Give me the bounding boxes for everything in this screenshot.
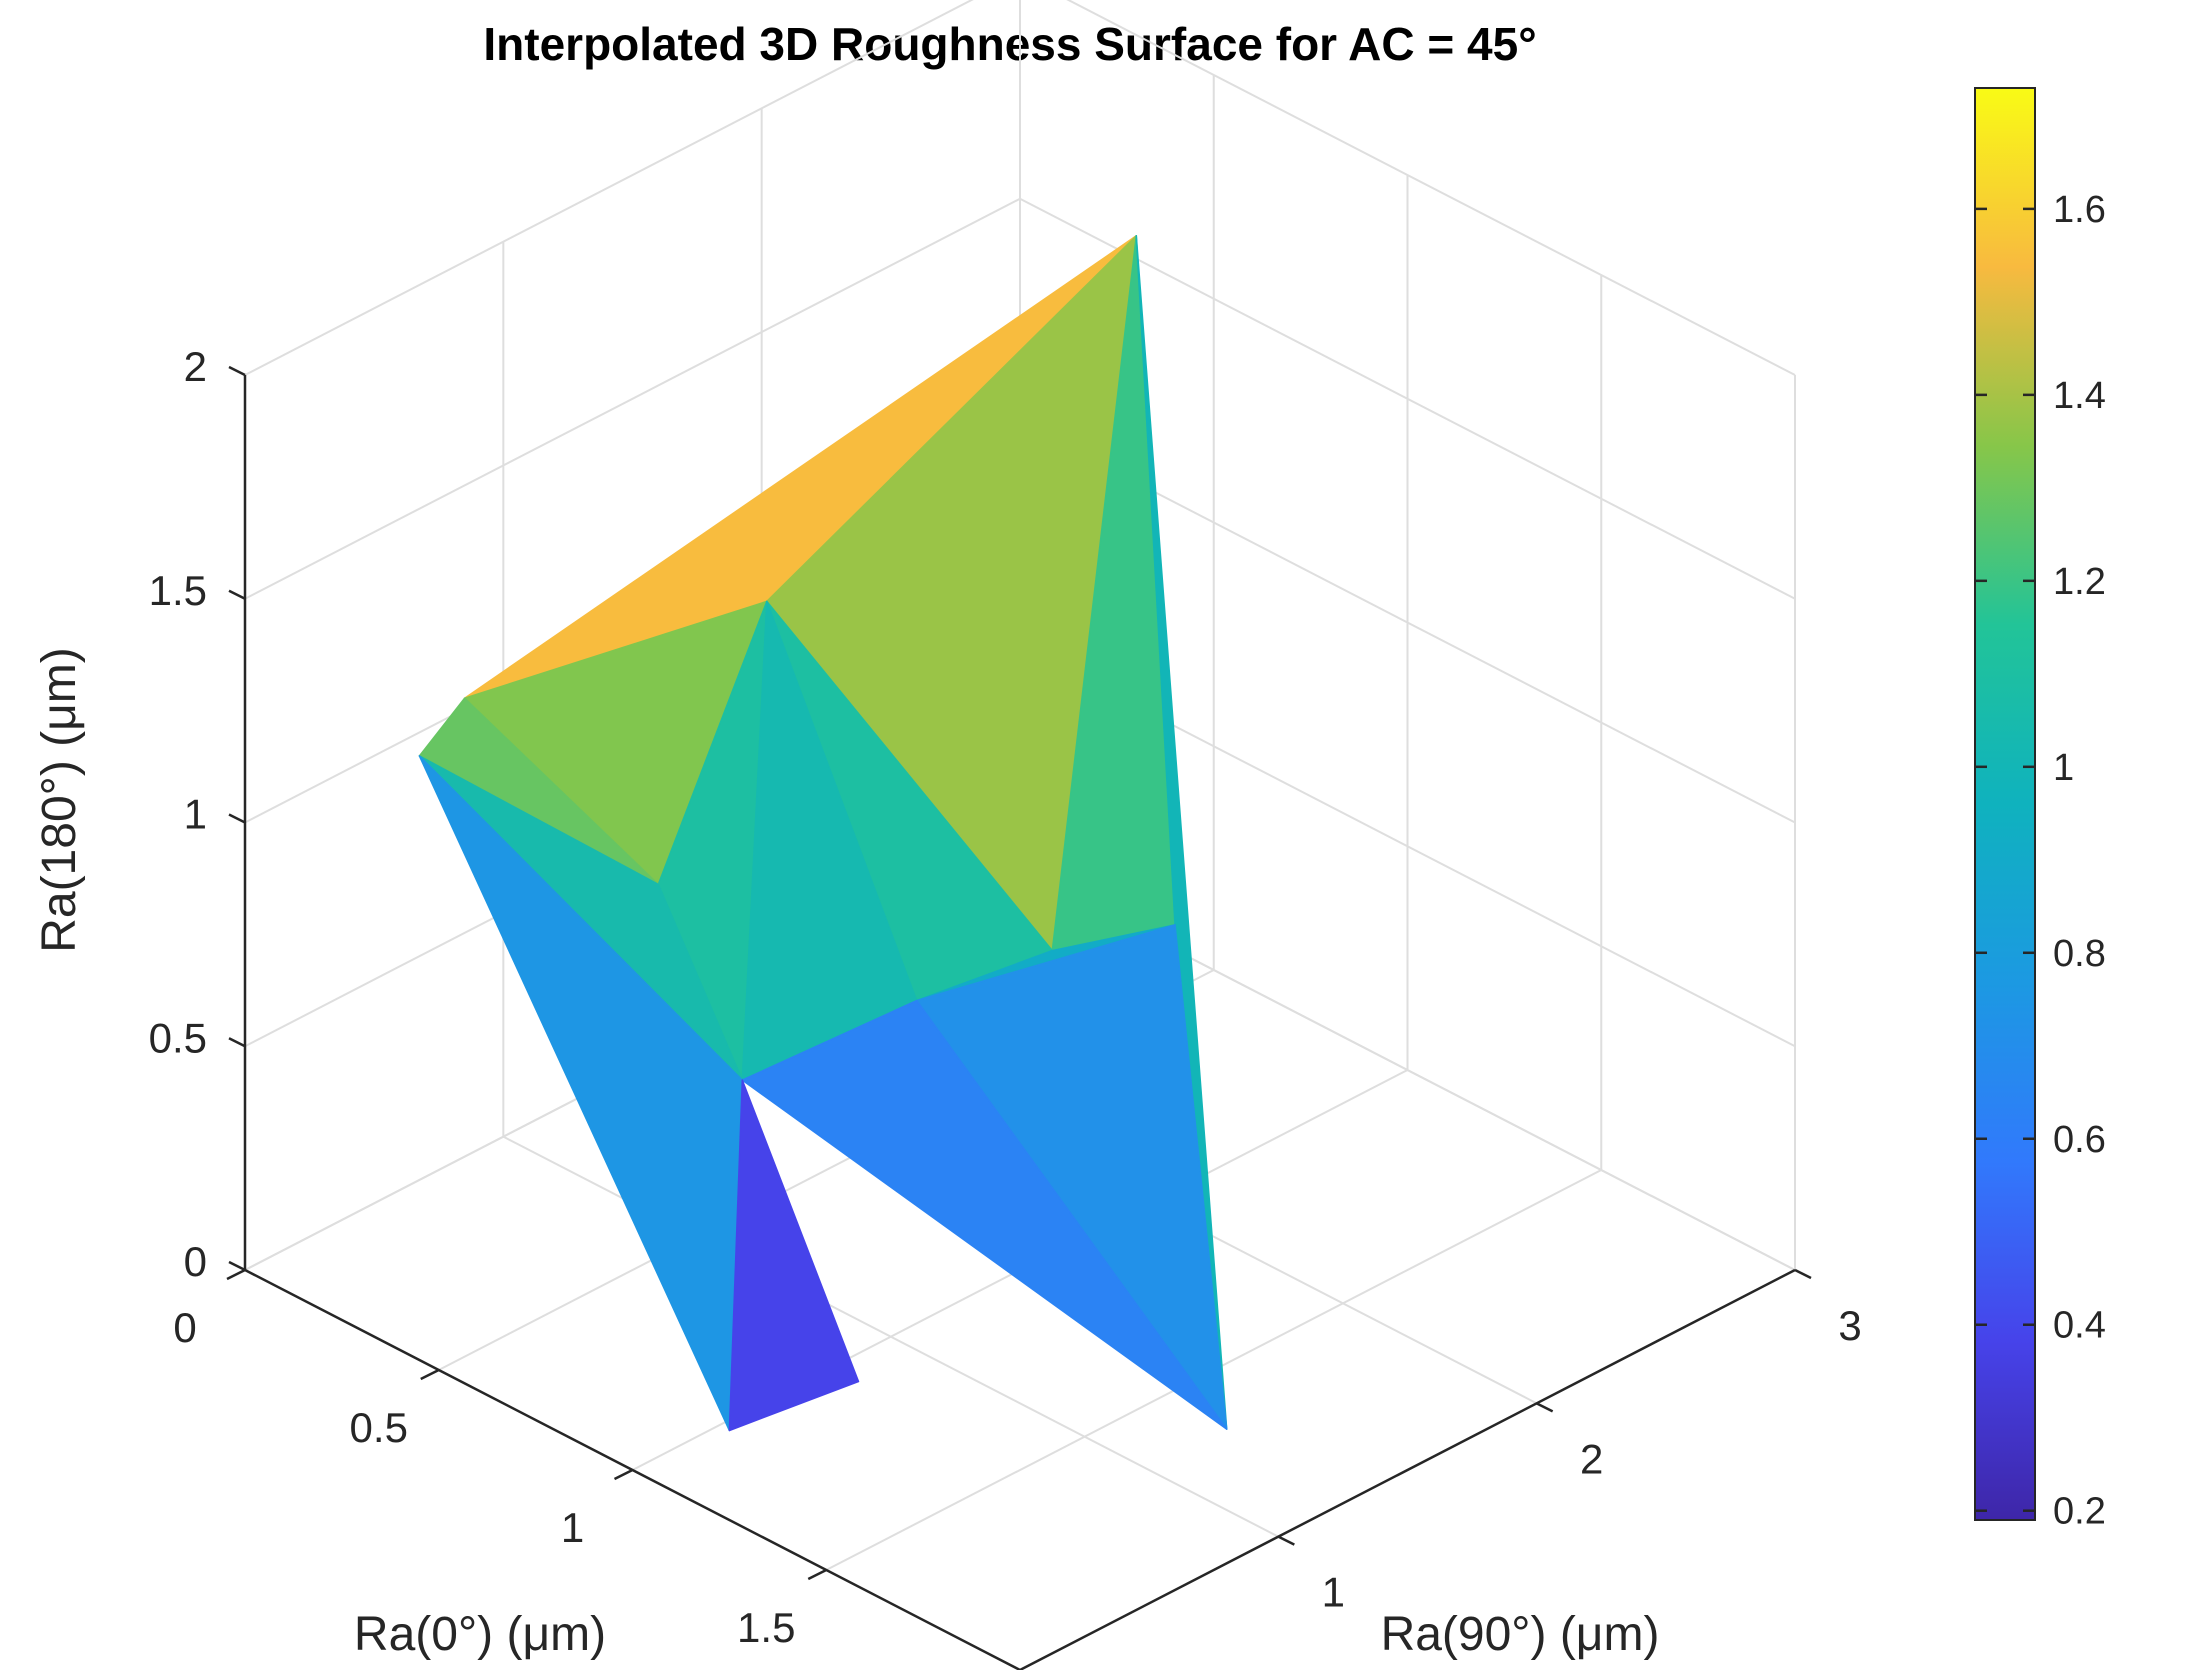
- x-axis-label: Ra(0°) (μm): [354, 1608, 606, 1661]
- y-tick-label-2: 2: [1580, 1435, 1603, 1482]
- z-tick-mark-4: [228, 365, 246, 377]
- colorbar-tick-label-0: 0.2: [2053, 1491, 2106, 1533]
- colorbar-tick-label-5: 1.2: [2053, 561, 2106, 603]
- y-tick-labels: 0123: [1322, 1302, 1862, 1616]
- x-tick-mark-0: [226, 1268, 246, 1281]
- y-axis-line: [1019, 1268, 1796, 1670]
- x-tick-mark-2: [613, 1468, 634, 1481]
- colorbar-tick-label-2: 0.6: [2053, 1119, 2106, 1161]
- colorbar-tick-label-3: 0.8: [2053, 933, 2106, 975]
- chart-title: Interpolated 3D Roughness Surface for AC…: [483, 18, 1536, 70]
- z-tick-label-3: 1.5: [149, 567, 207, 614]
- colorbar-tick-label-4: 1: [2053, 747, 2074, 789]
- y-tick-label-1: 1: [1322, 1569, 1345, 1616]
- z-tick-label-4: 2: [184, 343, 207, 390]
- z-axis-label: Ra(180°) (μm): [33, 647, 86, 953]
- x-tick-label-0: 0: [173, 1304, 196, 1351]
- x-tick-label-2: 1: [561, 1504, 584, 1551]
- wall-ymax-hline-4: [1066, 0, 1796, 376]
- z-tick-mark-1: [228, 1037, 246, 1048]
- wall-x0-hline-3: [244, 197, 1021, 600]
- surface: [418, 235, 1228, 1432]
- z-tick-label-0: 0: [184, 1238, 207, 1285]
- z-tick-mark-0: [228, 1260, 246, 1272]
- x-tick-mark-3: [807, 1568, 827, 1581]
- y-tick-mark-2: [1536, 1402, 1554, 1413]
- y-tick-mark-3: [1794, 1268, 1812, 1280]
- colorbar-tick-label-1: 0.4: [2053, 1305, 2106, 1347]
- y-tick-label-3: 3: [1838, 1302, 1861, 1349]
- surface-face-3: [728, 1079, 860, 1432]
- x-tick-label-3: 1.5: [737, 1604, 795, 1651]
- colorbar-gradient: [1974, 87, 2036, 1521]
- z-tick-label-1: 0.5: [149, 1014, 207, 1061]
- y-tick-mark-1: [1277, 1535, 1295, 1546]
- z-tick-mark-2: [228, 813, 246, 824]
- wall-x0-hline-4: [244, 0, 974, 376]
- colorbar-ticks: 0.2 0.4 0.6 0.8 1 1.2 1.4 1.6: [1975, 189, 2106, 1533]
- x-tick-labels: 00.511.52: [173, 1304, 795, 1651]
- z-tick-mark-3: [228, 589, 246, 600]
- surface-face-4: [741, 999, 1228, 1430]
- y-axis-label: Ra(90°) (μm): [1381, 1608, 1660, 1661]
- colorbar: 0.2 0.4 0.6 0.8 1 1.2 1.4 1.6: [1974, 87, 2106, 1533]
- z-tick-label-2: 1: [184, 791, 207, 838]
- z-tick-labels: 0 0.5 1 1.5 2: [149, 343, 207, 1285]
- x-tick-label-1: 0.5: [350, 1404, 408, 1451]
- colorbar-tick-label-6: 1.4: [2053, 375, 2106, 417]
- wall-ymax-hline-3: [1019, 197, 1796, 600]
- x-tick-mark-1: [420, 1368, 440, 1381]
- axes: [226, 365, 1812, 1670]
- colorbar-tick-label-7: 1.6: [2053, 189, 2106, 231]
